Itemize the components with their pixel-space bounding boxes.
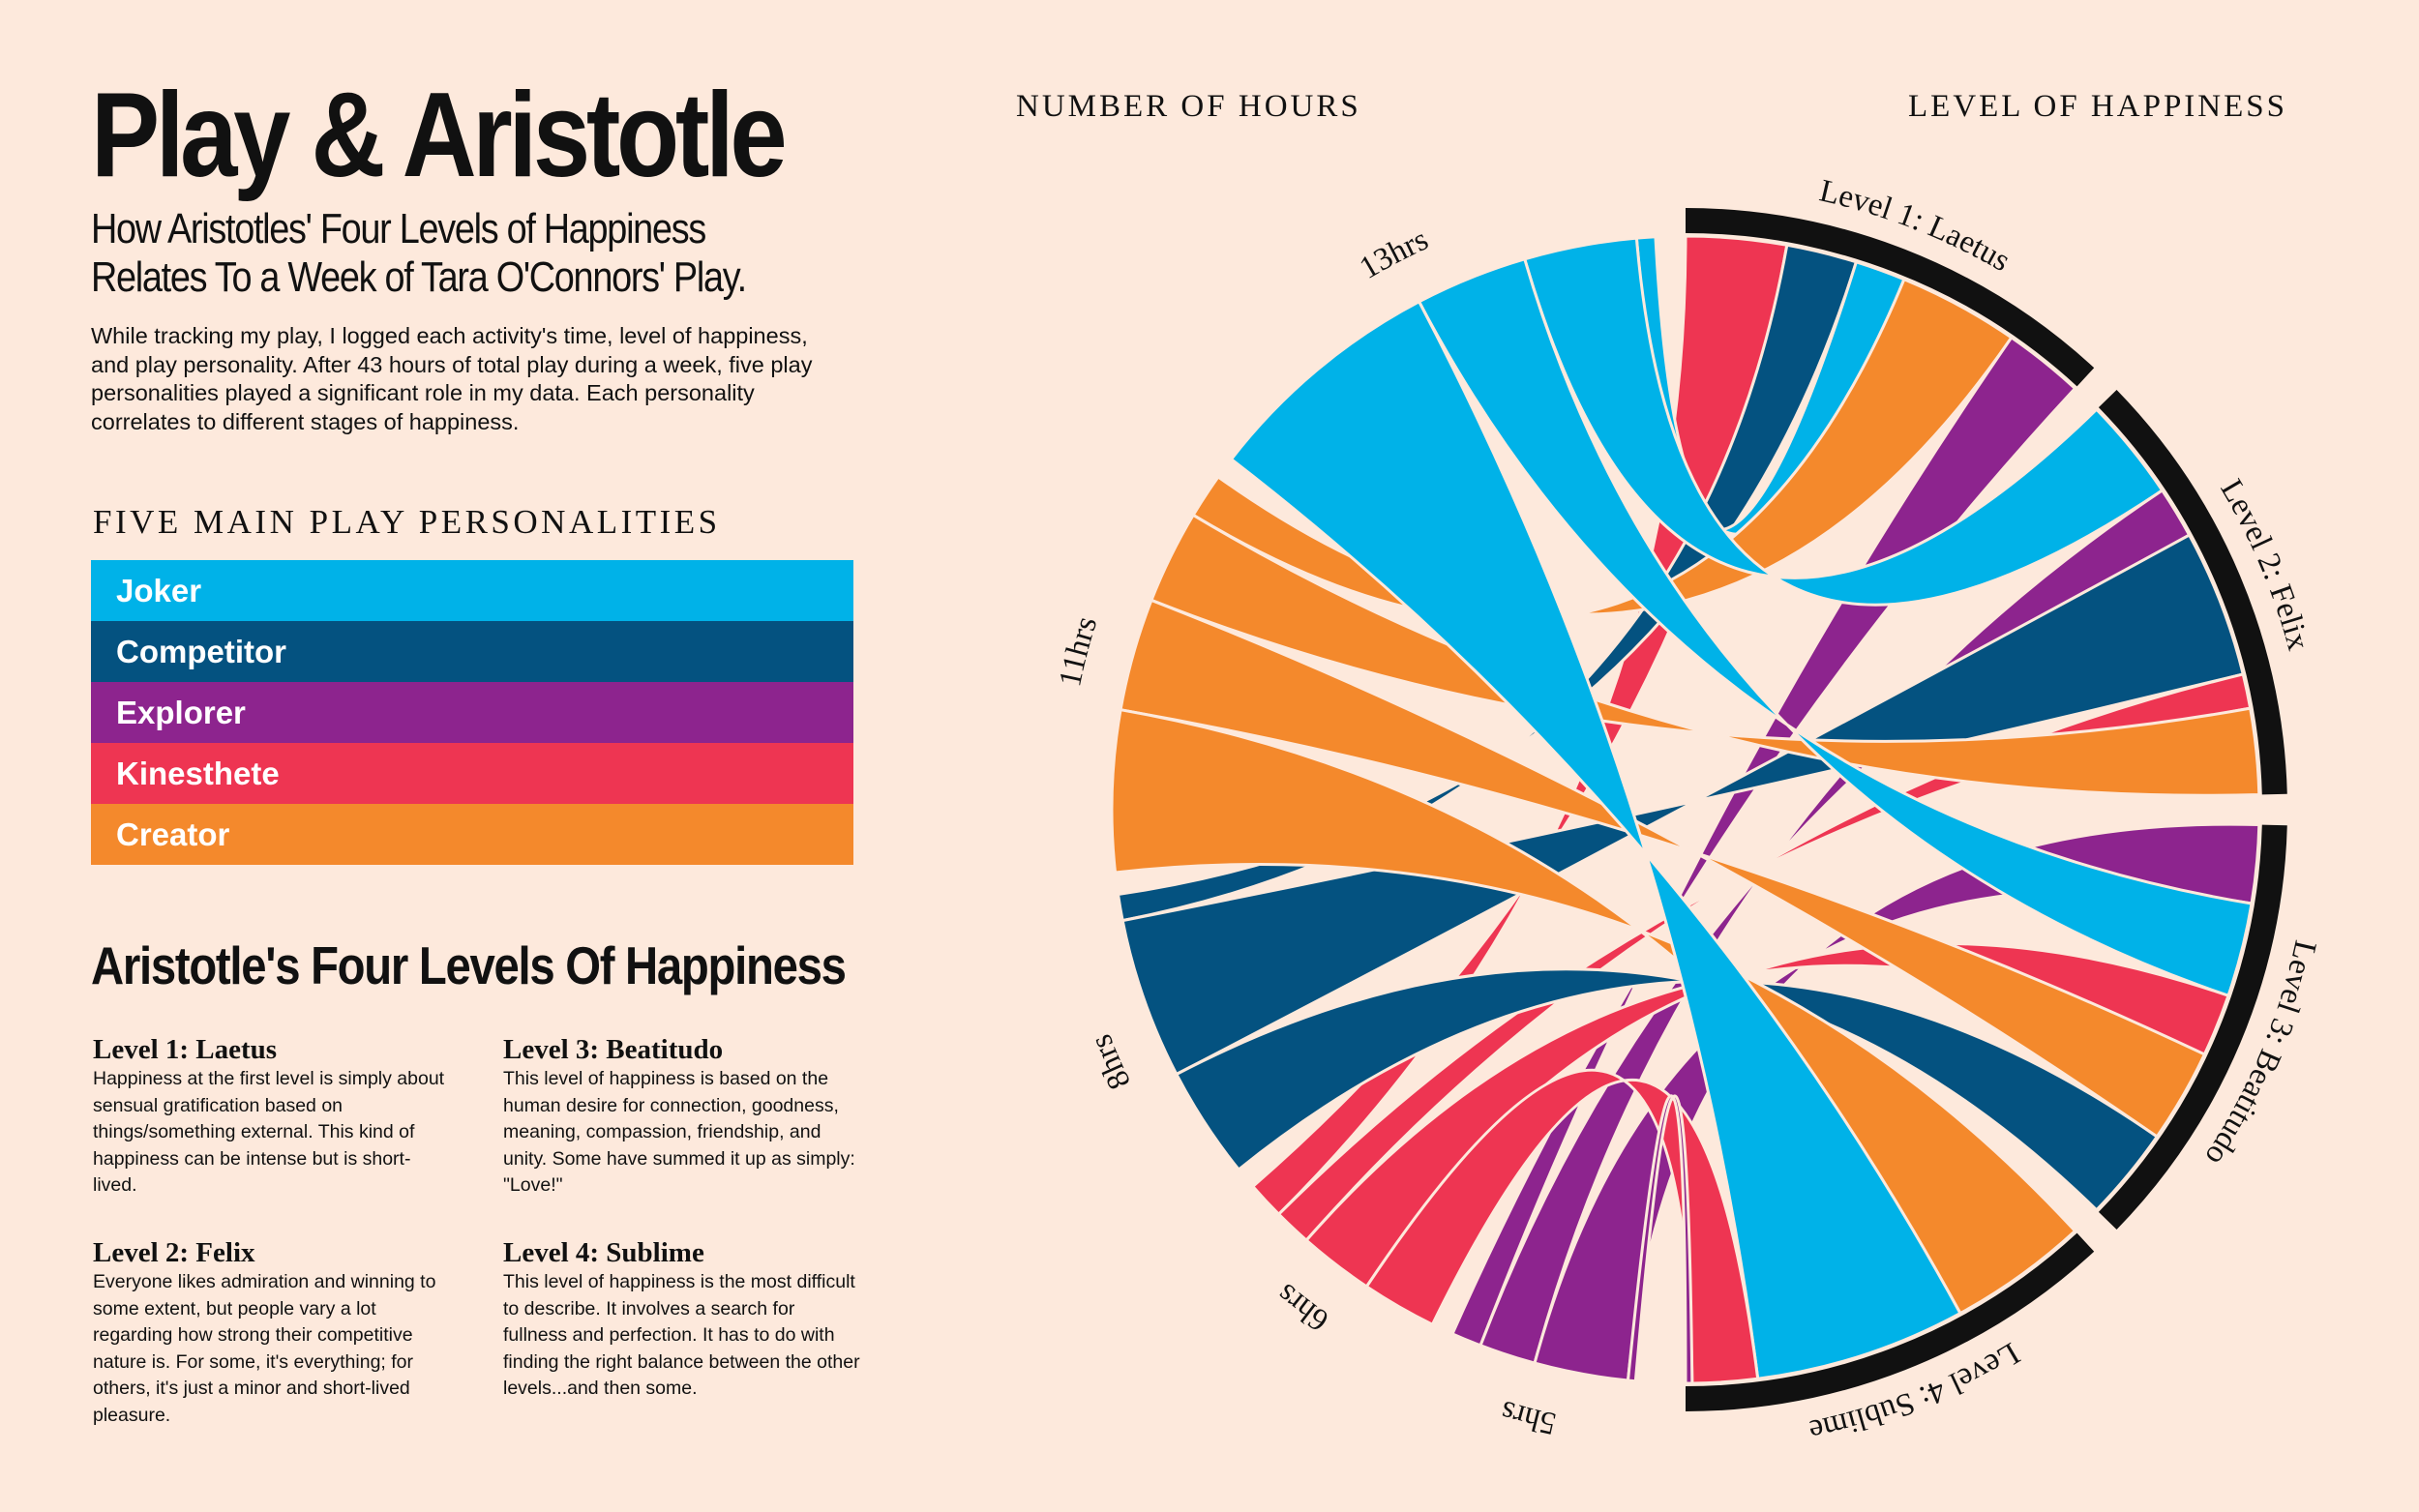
level-arc-level-3-beatitudo [2098, 824, 2287, 1230]
ribbon-explorer-to-level-4-sublime [1626, 1094, 1694, 1385]
level-2-heading: Level 2: Felix [93, 1237, 255, 1268]
level-3-text: This level of happiness is based on the … [503, 1068, 855, 1196]
hours-label-joker: 13hrs [1354, 222, 1433, 286]
level-arc-level-4-sublime [1685, 1232, 2095, 1411]
ribbon-creator-to-level-1-laetus [1191, 277, 2014, 622]
ribbon-joker-to-level-4-sublime [1229, 299, 1962, 1380]
level-1-block: Level 1: Laetus Happiness at the first l… [93, 1033, 451, 1200]
ribbon-joker-to-level-3-beatitudo [1417, 256, 2254, 998]
legend-item-competitor: Competitor [91, 621, 853, 682]
axis-title-hours: NUMBER OF HOURS [1016, 89, 1361, 124]
ribbon-creator-to-level-3-beatitudo [1119, 598, 2207, 1140]
level-arc-level-2-felix [2098, 389, 2287, 795]
hours-label-competitor: 8hrs [1084, 1029, 1138, 1094]
intro-paragraph: While tracking my play, I logged each ac… [91, 323, 813, 434]
level-3-heading: Level 3: Beatitudo [503, 1034, 724, 1065]
level-3-block: Level 3: Beatitudo This level of happine… [503, 1033, 861, 1200]
legend-item-creator: Creator [91, 804, 853, 865]
ribbons-layer [1110, 234, 2261, 1385]
ribbon-joker-to-level-2-felix [1522, 236, 2165, 607]
ribbon-kinesthete-to-level-2-felix [1276, 672, 2253, 1243]
legend-item-joker: Joker [91, 560, 853, 621]
level-arc-level-1-laetus [1685, 208, 2095, 387]
level-2-text: Everyone likes admiration and winning to… [93, 1271, 436, 1426]
page-title: Play & Aristotle [91, 69, 788, 202]
ribbon-creator-to-level-4-sublime [1110, 707, 2077, 1316]
page-subtitle: How Aristotles' Four Levels of Happiness… [91, 205, 840, 302]
legend-title: FIVE MAIN PLAY PERSONALITIES [93, 503, 721, 541]
ribbon-kinesthete-to-level-4-sublime [1364, 1068, 1760, 1385]
level-4-text: This level of happiness is the most diff… [503, 1271, 860, 1399]
hours-label-kinesthete: 6hrs [1269, 1277, 1335, 1339]
legend-item-kinesthete: Kinesthete [91, 743, 853, 804]
levels-section-title: Aristotle's Four Levels Of Happiness [91, 935, 847, 995]
level-2-block: Level 2: Felix Everyone likes admiration… [93, 1236, 451, 1429]
legend-item-explorer: Explorer [91, 682, 853, 743]
axis-title-happiness: LEVEL OF HAPPINESS [1908, 89, 2287, 124]
ribbon-explorer-to-level-1-laetus [1450, 335, 2077, 1348]
level-1-text: Happiness at the first level is simply a… [93, 1068, 445, 1196]
hours-label-creator: 11hrs [1053, 612, 1104, 690]
personality-legend: Joker Competitor Explorer Kinesthete Cre… [91, 560, 853, 865]
level-4-heading: Level 4: Sublime [503, 1237, 704, 1268]
subtitle-line-1: How Aristotles' Four Levels of Happiness [91, 205, 706, 252]
level-4-block: Level 4: Sublime This level of happiness… [503, 1236, 861, 1403]
hours-label-explorer: 5hrs [1497, 1393, 1560, 1440]
level-1-heading: Level 1: Laetus [93, 1034, 278, 1065]
subtitle-line-2: Relates To a Week of Tara O'Connors' Pla… [91, 253, 747, 301]
ribbon-competitor-to-level-3-beatitudo [1174, 967, 2160, 1212]
level-arcs-layer [1685, 208, 2287, 1411]
